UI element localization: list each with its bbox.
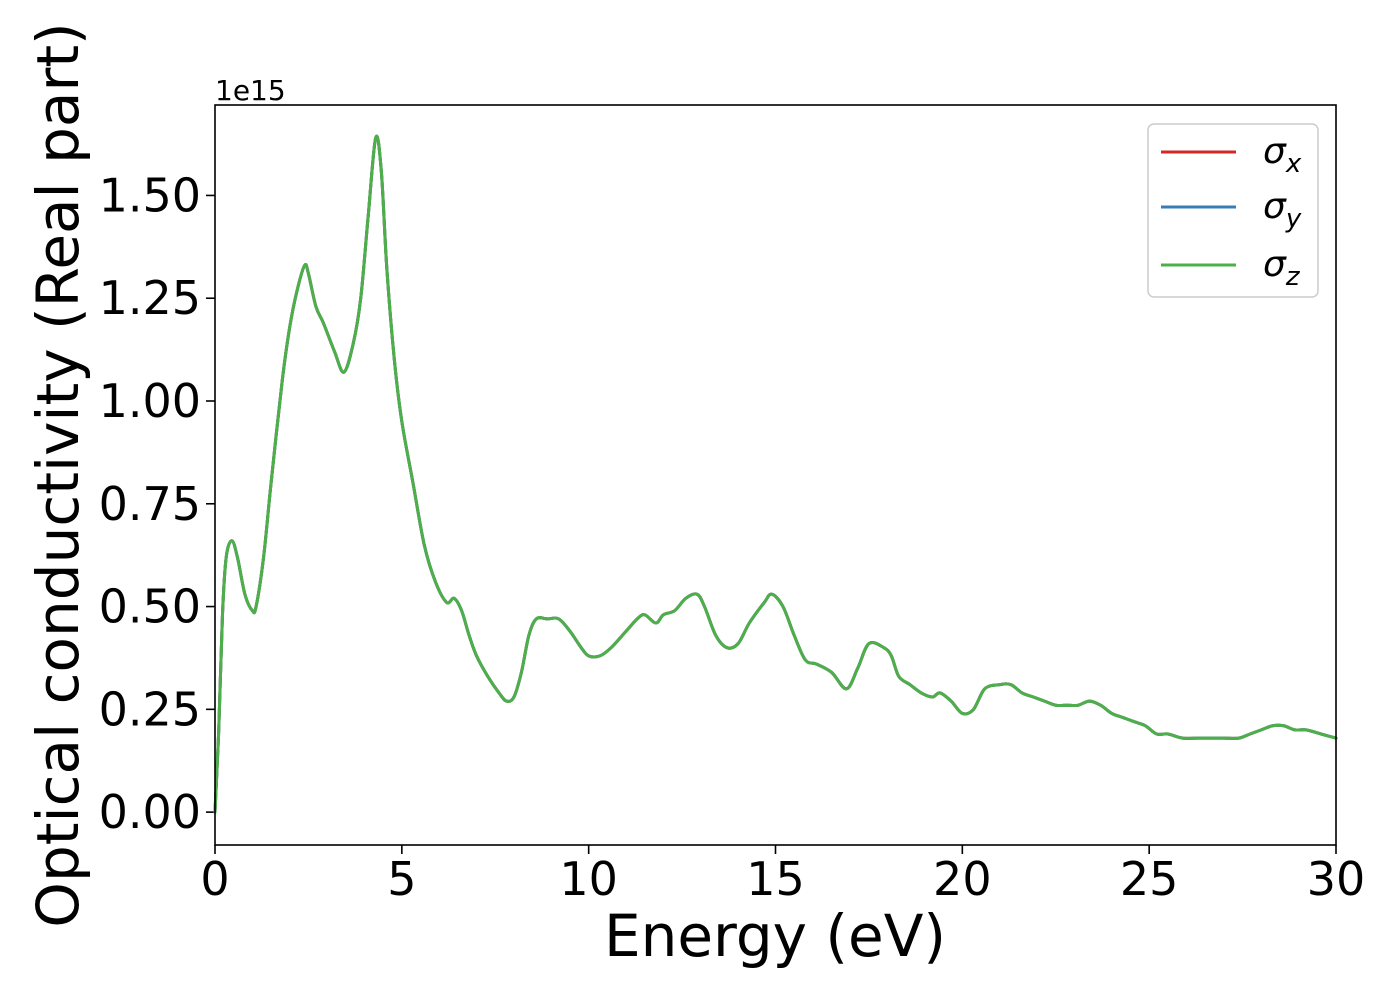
y-axis-label: Optical conductivity (Real part) (24, 22, 92, 927)
y-tick-label: 1.50 (99, 168, 201, 222)
y-tick-label: 0.00 (99, 785, 201, 839)
y-tick-label: 0.75 (99, 477, 201, 531)
x-tick-label: 15 (746, 852, 805, 906)
legend-label: σz (1263, 244, 1301, 292)
x-tick-label: 10 (559, 852, 618, 906)
y-tick-label: 0.50 (99, 580, 201, 634)
y-axis-offset-label: 1e15 (215, 74, 286, 107)
x-tick-label: 25 (1120, 852, 1179, 906)
y-tick-label: 1.00 (99, 374, 201, 428)
legend-label: σy (1263, 186, 1302, 234)
x-tick-label: 0 (200, 852, 229, 906)
legend-items: σx σy σz (1161, 131, 1302, 292)
x-axis-ticks: 0 5 10 15 20 25 30 (200, 845, 1365, 906)
y-axis-ticks: 0.00 0.25 0.50 0.75 1.00 1.25 1.50 (99, 168, 215, 839)
legend: σx σy σz (1147, 123, 1319, 298)
series-lines (213, 134, 1338, 814)
x-tick-label: 20 (933, 852, 992, 906)
y-tick-label: 0.25 (99, 682, 201, 736)
y-tick-label: 1.25 (99, 271, 201, 325)
legend-label: σx (1263, 131, 1302, 179)
x-tick-label: 5 (387, 852, 416, 906)
plot-frame (214, 104, 1337, 846)
series-line (213, 134, 1338, 814)
legend-box (1147, 123, 1319, 298)
x-tick-label: 30 (1307, 852, 1366, 906)
x-axis-label: Energy (eV) (604, 902, 946, 970)
